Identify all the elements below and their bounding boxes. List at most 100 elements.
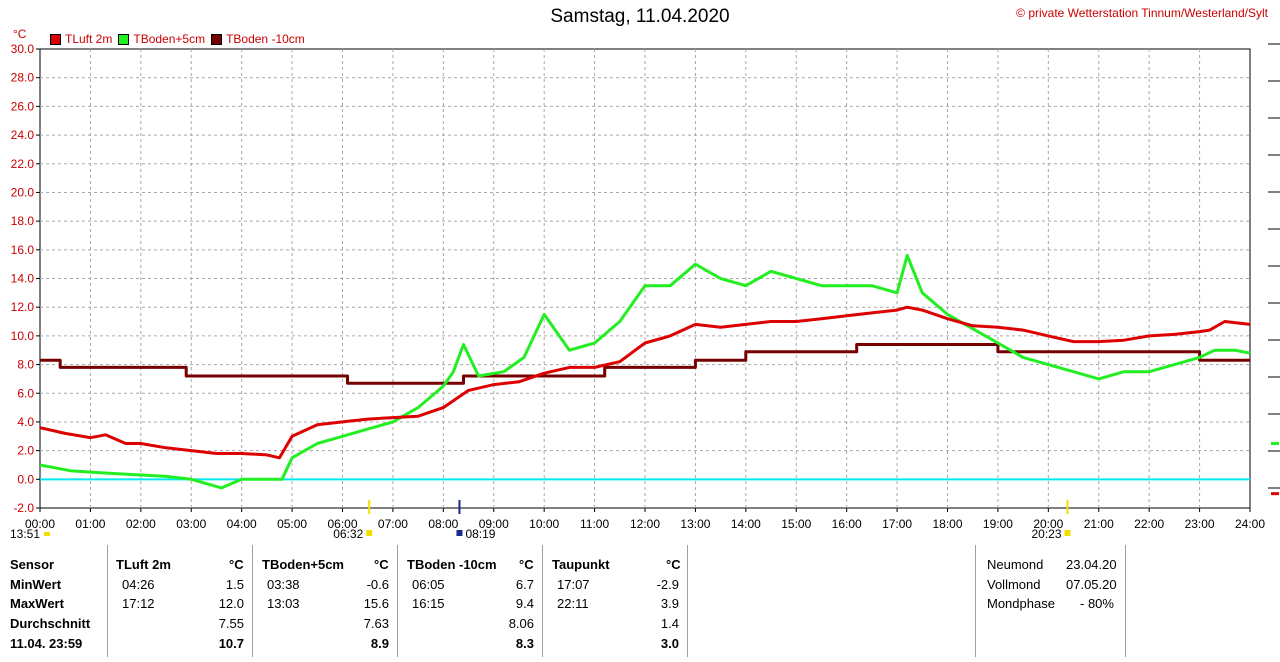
chart-canvas: 30.0 28.0 26.0 24.0 22.0 20.0 18.0 16.0 14.0 12.0… xyxy=(10,42,1280,541)
table-divider xyxy=(542,545,543,657)
header-unit-tboden5: °C xyxy=(374,557,389,572)
legend-label-tboden10: TBoden -10cm xyxy=(226,32,305,46)
table-divider xyxy=(687,545,688,657)
cell-time: 03:38 xyxy=(267,577,300,592)
cell-time: 04:26 xyxy=(122,577,155,592)
y-tick-label: 16.0 xyxy=(11,243,35,257)
chart-title: Samstag, 11.04.2020 xyxy=(550,6,730,27)
y-tick-label: 12.0 xyxy=(11,300,35,314)
header-unit-taupunkt: °C xyxy=(666,557,681,572)
cell-value: 8.3 xyxy=(515,636,534,651)
table-divider xyxy=(252,545,253,657)
event-label: 06:32 xyxy=(333,527,363,541)
header-tboden10: TBoden -10cm xyxy=(407,557,497,572)
x-tick-label: 04:00 xyxy=(227,517,257,531)
moon-label: Neumond xyxy=(987,557,1044,572)
x-tick-label: 21:00 xyxy=(1084,517,1114,531)
event-label: 20:23 xyxy=(1031,527,1061,541)
y-tick-label: 20.0 xyxy=(11,185,35,199)
cell-time: 16:15 xyxy=(412,596,445,611)
legend-label-tluft: TLuft 2m xyxy=(65,32,113,46)
x-tick-label: 22:00 xyxy=(1134,517,1164,531)
cell-value: 8.06 xyxy=(508,616,534,631)
x-tick-label: 02:00 xyxy=(126,517,156,531)
legend-item-tluft: TLuft 2m xyxy=(50,32,112,46)
y-tick-label: 14.0 xyxy=(11,272,35,286)
x-tick-label: 09:00 xyxy=(479,517,509,531)
header-sensor: Sensor xyxy=(10,557,55,572)
series-line-tboden5 xyxy=(39,254,1251,490)
cell-value: 15.6 xyxy=(363,596,389,611)
cell-value: -0.6 xyxy=(366,577,389,592)
event-marker xyxy=(456,530,463,536)
x-tick-label: 10:00 xyxy=(529,517,559,531)
legend-item-tboden10: TBoden -10cm xyxy=(211,32,305,46)
x-tick-label: 19:00 xyxy=(983,517,1013,531)
table-divider xyxy=(1125,545,1126,657)
x-axis-ticks: 00:00 01:00 02:00 03:00 04:00 05:00 06:00 07:00… xyxy=(25,508,1265,531)
series-line-tluft xyxy=(39,305,1251,460)
legend: TLuft 2m TBoden+5cm TBoden -10cm xyxy=(50,32,311,46)
y-tick-label: 26.0 xyxy=(11,99,35,113)
legend-swatch-tboden5 xyxy=(118,33,130,45)
moon-label: Mondphase xyxy=(987,596,1055,611)
chart-series xyxy=(39,254,1251,490)
x-tick-label: 11:00 xyxy=(580,517,609,531)
cell-value: 3.9 xyxy=(660,596,679,611)
event-markers: 13:51 06:32 08:19 20:23 xyxy=(10,500,1071,541)
x-tick-label: 17:00 xyxy=(882,517,912,531)
row-label: 11.04. 23:59 xyxy=(10,636,83,651)
header-unit-tboden10: °C xyxy=(519,557,534,572)
y-tick-label: -2.0 xyxy=(13,501,34,515)
cell-time: 17:12 xyxy=(122,596,155,611)
cell-value: -2.9 xyxy=(656,577,679,592)
cell-time: 17:07 xyxy=(557,577,590,592)
moon-value: 23.04.20 xyxy=(1066,557,1117,572)
series-line-tboden10 xyxy=(40,343,1250,385)
y-tick-label: 30.0 xyxy=(11,42,35,56)
table-divider xyxy=(397,545,398,657)
legend-swatch-tluft xyxy=(50,33,61,45)
event-label: 13:51 xyxy=(10,527,40,541)
cell-time: 06:05 xyxy=(412,577,445,592)
header-tluft: TLuft 2m xyxy=(116,557,171,572)
table-divider xyxy=(975,545,976,657)
moon-label: Vollmond xyxy=(987,577,1041,592)
moon-value: - 80% xyxy=(1080,596,1114,611)
y-tick-label: 6.0 xyxy=(17,386,34,400)
cell-value: 9.4 xyxy=(515,596,534,611)
row-label: Durchschnitt xyxy=(10,616,91,631)
x-tick-label: 23:00 xyxy=(1185,517,1215,531)
cell-value: 8.9 xyxy=(370,636,389,651)
cell-value: 7.55 xyxy=(218,616,244,631)
x-tick-label: 03:00 xyxy=(176,517,206,531)
x-tick-label: 18:00 xyxy=(932,517,962,531)
x-tick-label: 16:00 xyxy=(832,517,862,531)
x-tick-label: 24:00 xyxy=(1235,517,1265,531)
cell-value: 10.7 xyxy=(218,636,244,651)
table-divider xyxy=(107,545,108,657)
header-taupunkt: Taupunkt xyxy=(552,557,610,572)
row-label: MinWert xyxy=(10,577,62,592)
x-tick-label: 15:00 xyxy=(781,517,811,531)
cell-time: 22:11 xyxy=(557,596,589,611)
y-tick-label: 24.0 xyxy=(11,128,35,142)
cell-value: 3.0 xyxy=(660,636,679,651)
legend-swatch-tboden10 xyxy=(211,33,223,45)
x-tick-label: 00:00 xyxy=(25,517,55,531)
cell-value: 1.5 xyxy=(225,577,244,592)
x-tick-label: 07:00 xyxy=(378,517,408,531)
cell-value: 6.7 xyxy=(515,577,534,592)
event-marker xyxy=(1064,530,1071,536)
y-tick-label: 2.0 xyxy=(17,444,34,458)
legend-item-tboden5: TBoden+5cm xyxy=(118,32,205,46)
x-tick-label: 20:00 xyxy=(1033,517,1063,531)
y-axis-ticks: 30.0 28.0 26.0 24.0 22.0 20.0 18.0 16.0 14.0 12.0… xyxy=(11,42,40,515)
chart-grid xyxy=(39,48,1251,509)
y-axis-unit: °C xyxy=(13,27,27,41)
y-tick-label: 18.0 xyxy=(11,214,35,228)
y-tick-label: 4.0 xyxy=(17,415,34,429)
y-tick-label: 0.0 xyxy=(17,472,34,486)
y-tick-label: 28.0 xyxy=(11,71,35,85)
y-tick-label: 8.0 xyxy=(17,358,34,372)
